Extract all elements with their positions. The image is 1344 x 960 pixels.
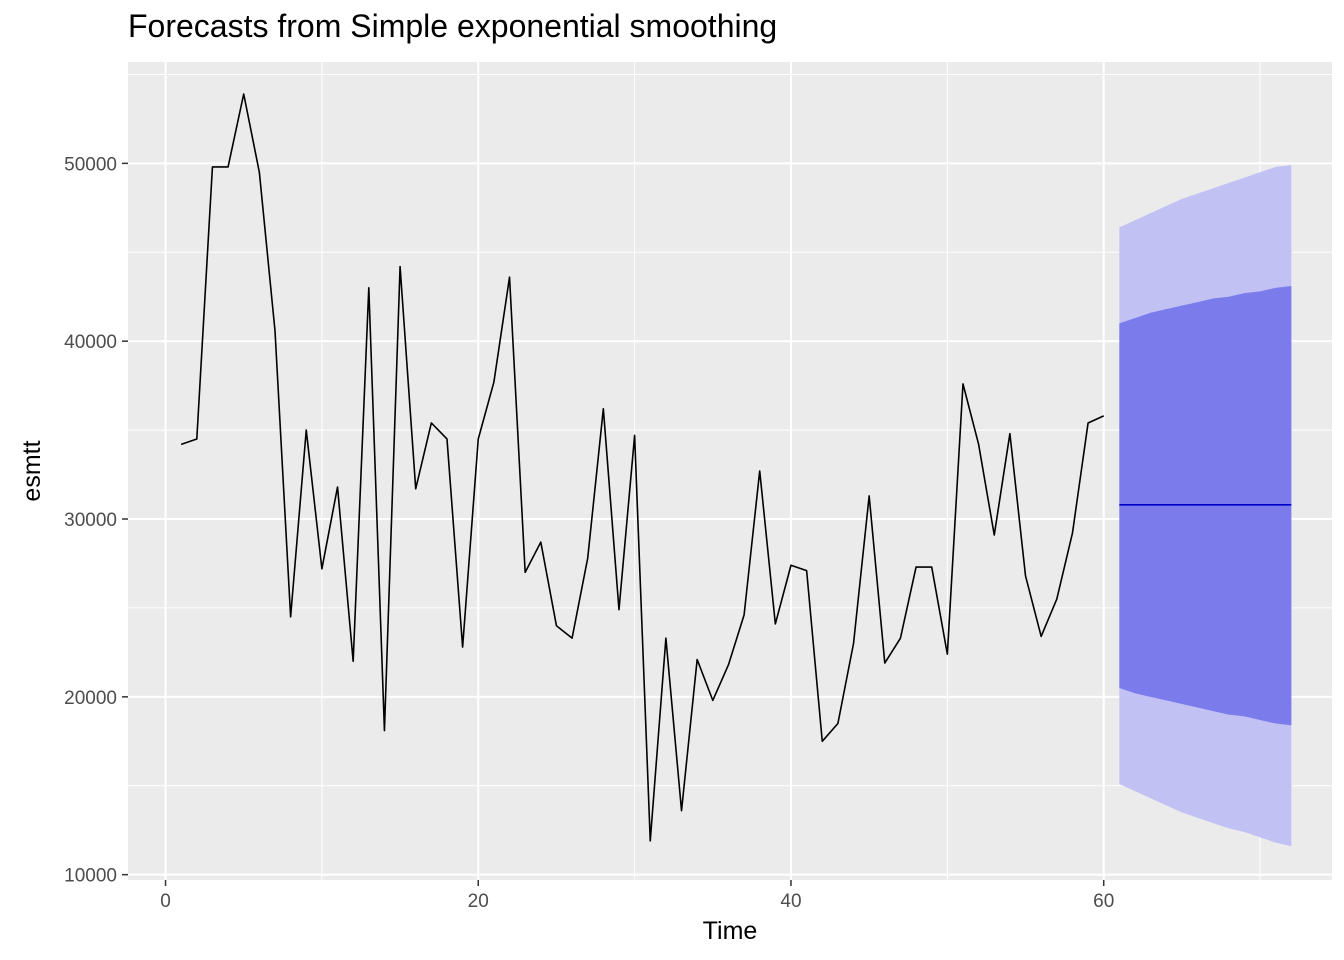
prediction-band-80: [1119, 286, 1292, 726]
x-tick-label: 0: [160, 891, 171, 912]
y-tick-label: 20000: [64, 688, 117, 709]
x-tick-label: 20: [468, 891, 489, 912]
prediction-intervals: [1119, 165, 1292, 847]
x-tick-label: 60: [1093, 891, 1114, 912]
series-line: [180, 93, 1105, 842]
y-tick-label: 50000: [64, 154, 117, 175]
y-tick-label: 40000: [64, 332, 117, 353]
y-tick-label: 10000: [64, 866, 117, 887]
x-axis-title: Time: [703, 917, 758, 945]
chart-title: Forecasts from Simple exponential smooth…: [128, 8, 778, 44]
series-lines: [180, 93, 1292, 842]
y-axis-title: esmtt: [18, 440, 46, 501]
y-tick-label: 30000: [64, 510, 117, 531]
axis-ticks: 0 20 40 60 10000 20000 30000 40000 50000: [64, 154, 1114, 912]
x-tick-label: 40: [780, 891, 801, 912]
